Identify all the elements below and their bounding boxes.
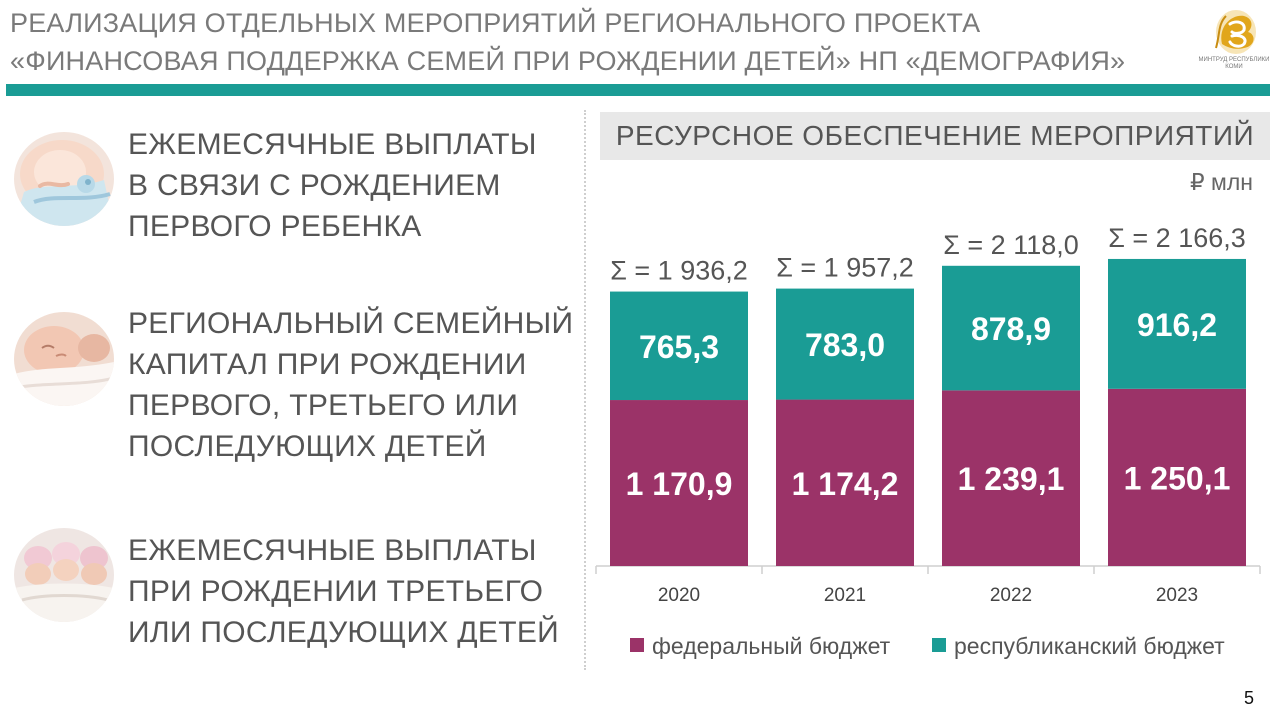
bar-republican-2021 (776, 288, 914, 400)
item-line: РЕГИОНАЛЬНЫЙ СЕМЕЙНЫЙ (128, 307, 574, 340)
x-tick-label-2023: 2023 (1156, 585, 1198, 606)
data-label-republican-2023: 916,2 (1137, 307, 1217, 343)
x-tick-label-2022: 2022 (990, 585, 1032, 606)
page-number: 5 (1244, 688, 1255, 708)
item-line: ИЛИ ПОСЛЕДУЮЩИХ ДЕТЕЙ (128, 616, 559, 649)
item-text-family-capital: РЕГИОНАЛЬНЫЙ СЕМЕЙНЫЙ КАПИТАЛ ПРИ РОЖДЕН… (128, 303, 573, 467)
bar-republican-2022 (942, 265, 1080, 391)
unit-label: ₽ млн (1190, 169, 1253, 195)
bar-federal-2023 (1108, 388, 1246, 566)
three-babies-photo (14, 528, 114, 622)
data-label-republican-2021: 783,0 (805, 327, 885, 363)
header-title-line1: РЕАЛИЗАЦИЯ ОТДЕЛЬНЫХ МЕРОПРИЯТИЙ РЕГИОНА… (10, 8, 981, 38)
legend-label-federal: федеральный бюджет (652, 633, 891, 659)
item-line: ПОСЛЕДУЮЩИХ ДЕТЕЙ (128, 430, 487, 463)
x-tick-label-2021: 2021 (824, 585, 866, 606)
bar-federal-2021 (776, 399, 914, 566)
data-label-federal-2022: 1 239,1 (958, 461, 1065, 497)
total-label-2022: Σ = 2 118,0 (943, 230, 1079, 260)
total-label-2021: Σ = 1 957,2 (776, 253, 914, 283)
stacked-bar-chart: 1 170,9 765,3 Σ = 1 936,2 2020 1 174,2 783,0 Σ… (595, 223, 1261, 659)
data-label-federal-2021: 1 174,2 (792, 466, 899, 502)
item-line: ПЕРВОГО РЕБЕНКА (128, 210, 422, 243)
ministry-emblem-icon (1215, 10, 1256, 54)
item-line: В СВЯЗИ С РОЖДЕНИЕМ (128, 169, 501, 202)
item-line: ПРИ РОЖДЕНИИ ТРЕТЬЕГО (128, 575, 544, 608)
total-label-2020: Σ = 1 936,2 (610, 256, 748, 286)
data-label-republican-2020: 765,3 (639, 329, 719, 365)
bar-republican-2020 (610, 291, 748, 401)
item-line: ЕЖЕМЕСЯЧНЫЕ ВЫПЛАТЫ (128, 534, 537, 567)
data-label-republican-2022: 878,9 (971, 311, 1051, 347)
item-line: ЕЖЕМЕСЯЧНЫЕ ВЫПЛАТЫ (128, 128, 537, 161)
legend-label-republican: республиканский бюджет (954, 633, 1225, 659)
total-label-2023: Σ = 2 166,3 (1108, 223, 1246, 253)
data-label-federal-2020: 1 170,9 (626, 466, 733, 502)
item-text-first-child: ЕЖЕМЕСЯЧНЫЕ ВЫПЛАТЫ В СВЯЗИ С РОЖДЕНИЕМ … (128, 124, 537, 247)
legend-swatch-federal (630, 638, 644, 652)
data-label-federal-2023: 1 250,1 (1124, 460, 1231, 496)
item-text-third-child: ЕЖЕМЕСЯЧНЫЕ ВЫПЛАТЫ ПРИ РОЖДЕНИИ ТРЕТЬЕГ… (128, 530, 559, 653)
header-accent-bar (6, 84, 1270, 96)
bar-republican-2023 (1108, 258, 1246, 389)
sleeping-baby-photo (14, 312, 114, 406)
bar-federal-2022 (942, 390, 1080, 566)
chart-title: РЕСУРСНОЕ ОБЕСПЕЧЕНИЕ МЕРОПРИЯТИЙ (615, 120, 1255, 151)
x-tick-label-2020: 2020 (658, 585, 700, 606)
header-title-line2: «ФИНАНСОВАЯ ПОДДЕРЖКА СЕМЕЙ ПРИ РОЖДЕНИИ… (10, 46, 1126, 76)
bar-federal-2020 (610, 400, 748, 566)
item-line: КАПИТАЛ ПРИ РОЖДЕНИИ (128, 348, 527, 381)
chart-title-box: РЕСУРСНОЕ ОБЕСПЕЧЕНИЕ МЕРОПРИЯТИЙ (600, 112, 1270, 160)
vertical-divider (584, 110, 586, 670)
pregnant-belly-photo (14, 132, 114, 226)
item-line: ПЕРВОГО, ТРЕТЬЕГО ИЛИ (128, 389, 519, 422)
logo-caption: МИНТРУД РЕСПУБЛИКИ КОМИ (1198, 57, 1270, 70)
legend-swatch-republican (932, 638, 946, 652)
